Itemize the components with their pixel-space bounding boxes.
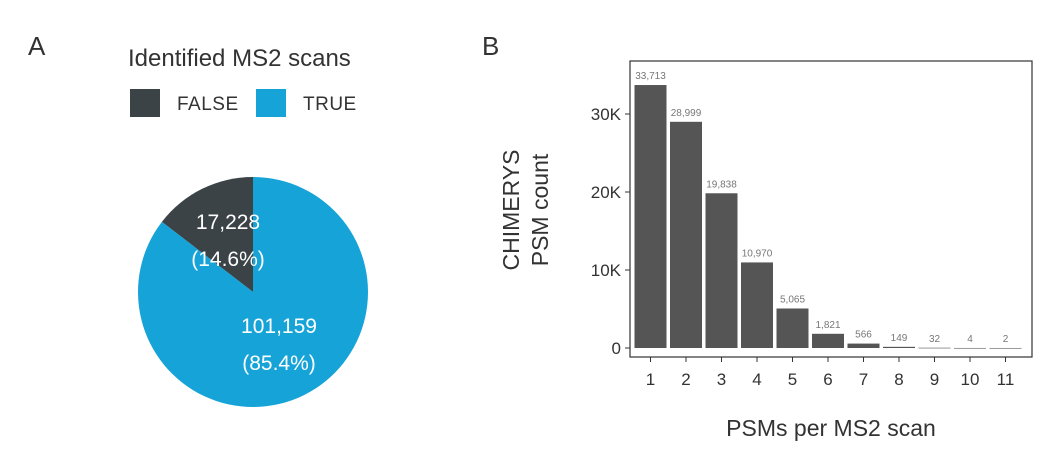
pie-slice-true [138, 177, 369, 407]
bar-value-label: 32 [929, 334, 941, 345]
legend-label-true: TRUE [303, 94, 357, 115]
pie-label-false-value: 17,228 [196, 211, 260, 234]
legend-swatch-false [130, 89, 160, 117]
bar-chart: 0 10K 20K 30K 1 2 3 4 5 6 7 8 9 10 11 33,713 28,999 19,… [498, 60, 1033, 441]
bar-value-label: 566 [855, 330, 872, 341]
bar [883, 346, 915, 348]
x-tick-label: 4 [752, 370, 761, 389]
bar-value-label: 10,970 [742, 248, 773, 259]
legend-swatch-true [256, 89, 286, 117]
bar-value-label: 4 [967, 334, 973, 345]
x-tick-label: 3 [717, 370, 726, 389]
bar [670, 121, 702, 348]
panel-b-letter: B [482, 31, 499, 61]
x-tick-label: 10 [961, 370, 980, 389]
plot-panel-border [629, 60, 1033, 358]
x-axis-title: PSMs per MS2 scan [726, 415, 936, 441]
bar [705, 193, 738, 348]
x-tick-label: 11 [997, 370, 1015, 389]
legend-label-false: FALSE [177, 94, 239, 115]
x-tick-label: 5 [788, 370, 797, 389]
x-tick-label: 8 [894, 370, 903, 389]
y-tick-label: 20K [591, 183, 622, 202]
bar [634, 85, 667, 348]
bar-value-label: 19,838 [706, 179, 737, 190]
bar-value-label: 2 [1003, 334, 1009, 345]
panel-a-letter: A [28, 31, 46, 61]
bar [847, 343, 880, 348]
bar [954, 347, 986, 349]
bar [741, 262, 773, 348]
bar [989, 347, 1022, 349]
pie-label-true-percent: (85.4%) [242, 352, 316, 375]
y-axis: 0 10K 20K 30K [591, 105, 630, 358]
x-tick-label: 7 [859, 370, 868, 389]
bar-value-label: 28,999 [671, 108, 702, 119]
bar-value-label: 149 [891, 333, 908, 344]
bar [776, 308, 809, 348]
bars: 33,713 28,999 19,838 10,970 5,065 1,821 566 149… [634, 71, 1022, 349]
bar-value-label: 33,713 [635, 71, 666, 82]
x-tick-label: 9 [930, 370, 939, 389]
x-axis: 1 2 3 4 5 6 7 8 9 10 11 [646, 357, 1015, 389]
pie-label-true-value: 101,159 [241, 315, 317, 338]
x-tick-label: 6 [823, 370, 832, 389]
bar-value-label: 5,065 [780, 294, 805, 305]
x-tick-label: 2 [681, 370, 690, 389]
x-tick-label: 1 [646, 370, 655, 389]
pie-chart: 17,228 (14.6%) 101,159 (85.4%) [138, 177, 369, 407]
pie-label-false-percent: (14.6%) [191, 248, 265, 271]
pie-title: Identified MS2 scans [128, 45, 351, 72]
pie-slice-false [161, 177, 253, 292]
y-tick-label: 0 [612, 339, 621, 358]
bar-value-label: 1,821 [815, 320, 840, 331]
y-axis-title-line2: PSM count [527, 153, 553, 266]
y-tick-label: 10K [591, 261, 622, 280]
y-tick-label: 30K [591, 105, 622, 124]
bar [812, 333, 844, 348]
bar [918, 347, 951, 349]
y-axis-title-line1: CHIMERYS [498, 150, 524, 271]
